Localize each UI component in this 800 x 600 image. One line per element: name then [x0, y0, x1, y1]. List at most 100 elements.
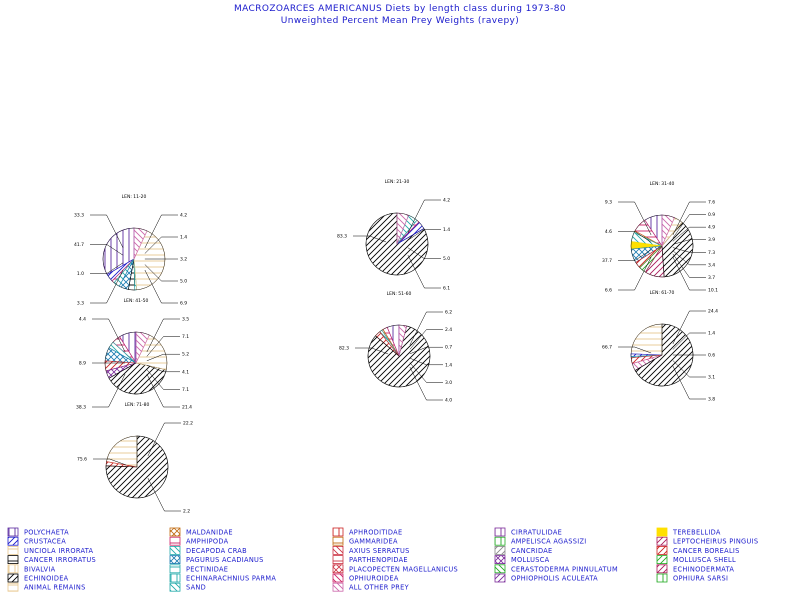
legend-label: AMPELISCA AGASSIZI [511, 538, 587, 546]
legend-label: GAMMARIDEA [349, 538, 398, 546]
pie-value-label: 4.4 [79, 317, 86, 323]
legend-item: ECHINODERMATA [656, 564, 734, 574]
pie-value-label: 1.4 [180, 235, 187, 241]
leader-line [90, 269, 124, 304]
leader-line [618, 256, 652, 291]
leader-line [672, 256, 706, 291]
pie-chart: LEN: 11-20 33.3 41.7 1.0 3.3 4.2 1.4 3.2 5.0 6.9 [74, 194, 187, 307]
leader-line [90, 244, 124, 256]
leader-line [407, 247, 441, 259]
legend-item: OPHIURA SARSI [656, 573, 728, 583]
legend-label: PECTINIDAE [186, 565, 228, 573]
pie-value-label: 0.9 [708, 212, 715, 218]
legend-label: AMPHIPODA [186, 538, 229, 546]
legend-item: AMPHIPODA [169, 536, 229, 546]
legend-swatch [494, 573, 506, 583]
leader-line [672, 214, 706, 239]
pie-value-label: 4.2 [180, 213, 187, 219]
pie-value-label: 4.6 [605, 229, 612, 235]
pie-chart: LEN: 21-30 83.3 4.2 1.4 5.0 6.1 [337, 179, 450, 292]
legend-swatch [656, 546, 668, 555]
legend-item: PLACOPECTEN MAGELLANICUS [332, 564, 458, 573]
legend-swatch [169, 573, 181, 583]
pie-value-label: 6.1 [443, 286, 450, 292]
leader-line [407, 229, 441, 241]
pie-value-label: 33.3 [74, 213, 84, 219]
legend-item: PARTHENOPIDAE [332, 555, 408, 564]
legend-item: APHRODITIDAE [332, 527, 402, 537]
legend-swatch [494, 536, 506, 546]
legend-item: AMPELISCA AGASSIZI [494, 536, 587, 546]
legend-label: PLACOPECTEN MAGELLANICUS [349, 565, 458, 573]
legend-swatch [656, 564, 668, 574]
legend-swatch [656, 573, 668, 583]
pie-value-label: 4.1 [182, 369, 189, 375]
pie-value-label: 9.3 [605, 200, 612, 206]
pie-chart: LEN: 51-60 82.3 6.2 2.4 0.7 1.4 3.0 4.0 [339, 291, 452, 404]
pie-value-label: 41.7 [74, 242, 84, 248]
chart-title: MACROZOARCES AMERICANUS Diets by length … [233, 4, 567, 14]
chart-subtitle: Unweighted Percent Mean Prey Weights (ra… [280, 16, 520, 26]
leader-line [144, 214, 178, 249]
leader-line [672, 226, 706, 242]
pie-value-label: 3.5 [182, 317, 189, 323]
pie-value-label: 1.4 [708, 331, 715, 337]
leader-line [672, 247, 706, 253]
leader-line [92, 373, 126, 408]
legend-label: PAGURUS ACADIANUS [186, 556, 264, 564]
legend-swatch [169, 555, 181, 564]
pie-value-label: 7.6 [708, 200, 715, 206]
legend-label: PARTHENOPIDAE [349, 556, 408, 564]
legend-label: APHRODITIDAE [349, 529, 402, 537]
pie-value-label: 6.6 [605, 288, 612, 294]
legend-label: LEPTOCHEIRUS PINGUIS [673, 538, 758, 546]
legend-item: DECAPODA CRAB [169, 546, 247, 555]
legend-item: SAND [169, 582, 206, 592]
legend-item: ALL OTHER PREY [332, 582, 409, 592]
legend-swatch [332, 573, 344, 583]
legend-swatch [169, 564, 181, 574]
pie-value-label: 3.3 [77, 301, 84, 307]
legend-swatch [7, 527, 19, 537]
pie-value-label: 1.0 [77, 271, 84, 277]
pie-value-label: 4.0 [445, 398, 452, 404]
legend-swatch [494, 555, 506, 564]
legend-swatch [332, 527, 344, 537]
pie-chart: LEN: 41-50 4.4 8.9 38.3 3.5 7.1 5.2 4.1 7.1 21.4 [76, 298, 192, 411]
legend-item: MOLLUSCA SHELL [656, 555, 736, 564]
leader-line [144, 236, 178, 254]
leader-line [146, 336, 180, 357]
leader-line [144, 264, 178, 282]
legend-label: CANCER BOREALIS [673, 547, 740, 555]
pie-value-label: 3.2 [180, 257, 187, 263]
legend-swatch [332, 555, 344, 564]
legend-label: OPHIUROIDEA [349, 575, 399, 583]
pie-value-label: 0.7 [445, 345, 452, 351]
pie-title: LEN: 71-80 [125, 402, 150, 408]
legend-item: CRUSTACEA [7, 536, 66, 546]
legend-item: CANCRIDAE [494, 546, 552, 555]
legend-swatch [7, 564, 19, 574]
legend-label: CERASTODERMA PINNULATUM [511, 565, 618, 573]
legend-swatch [169, 582, 181, 592]
legend-label: ECHINOIDEA [24, 575, 69, 583]
pie-value-label: 1.4 [445, 362, 452, 368]
legend-item: ECHINOIDEA [7, 573, 69, 583]
leader-line [146, 318, 180, 353]
pie-chart: LEN: 71-80 75.6 22.2 2.2 [77, 402, 193, 515]
leader-line [409, 311, 443, 346]
leader-line [672, 250, 706, 266]
leader-line [407, 254, 441, 289]
legend-label: MOLLUSCA SHELL [673, 556, 736, 564]
leader-line [93, 458, 127, 466]
pie-outline [365, 212, 429, 276]
legend-swatch [494, 527, 506, 537]
leader-line [146, 369, 180, 390]
legend-label: CANCER IRRORATUS [24, 556, 96, 564]
pie-outline [630, 214, 694, 278]
legend-swatch [7, 555, 19, 564]
pie-value-label: 38.3 [76, 405, 86, 411]
legend-item: POLYCHAETA [7, 527, 69, 537]
legend-label: CIRRATULIDAE [511, 529, 562, 537]
pie-value-label: 7.3 [708, 250, 715, 256]
